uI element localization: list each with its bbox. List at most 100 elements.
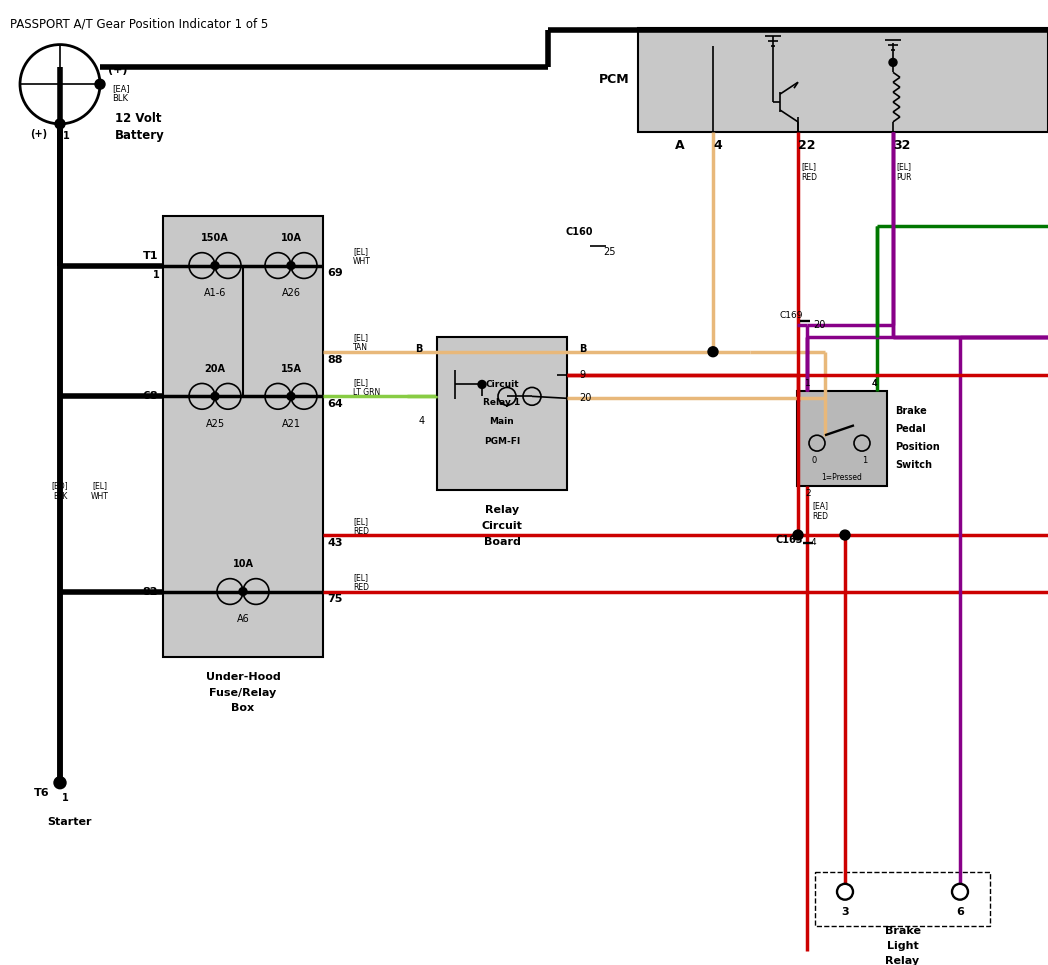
Text: PGM-FI: PGM-FI — [484, 437, 520, 446]
Text: [EL]: [EL] — [353, 378, 368, 387]
Text: 1: 1 — [863, 456, 868, 465]
Text: T6: T6 — [35, 787, 50, 798]
Circle shape — [478, 380, 486, 388]
Circle shape — [239, 588, 247, 595]
Text: 15A: 15A — [281, 364, 302, 373]
Circle shape — [889, 59, 897, 67]
Text: 88: 88 — [327, 355, 343, 365]
Text: 1: 1 — [62, 792, 69, 803]
Text: C163: C163 — [776, 535, 803, 545]
Text: Under-Hood: Under-Hood — [205, 672, 281, 681]
Text: BLK: BLK — [112, 94, 128, 102]
Text: 150A: 150A — [201, 233, 228, 243]
Text: 10A: 10A — [233, 559, 254, 568]
Text: B: B — [416, 344, 423, 354]
Circle shape — [287, 262, 294, 269]
Bar — [163, 216, 323, 657]
Text: A25: A25 — [205, 419, 224, 429]
Text: LT GRN: LT GRN — [353, 388, 380, 397]
Text: (+): (+) — [30, 128, 47, 139]
Text: BLK: BLK — [52, 492, 67, 501]
Text: Switch: Switch — [895, 459, 932, 470]
Circle shape — [211, 262, 219, 269]
Text: 75: 75 — [327, 594, 343, 604]
Text: 4: 4 — [419, 416, 425, 427]
Text: 20: 20 — [813, 320, 826, 330]
Text: A21: A21 — [282, 419, 301, 429]
Text: T1: T1 — [143, 251, 158, 261]
Text: C160: C160 — [566, 227, 593, 236]
Text: Brake: Brake — [885, 926, 920, 936]
Circle shape — [54, 777, 66, 788]
Text: Main: Main — [489, 417, 515, 426]
Text: A26: A26 — [282, 289, 301, 298]
Text: Board: Board — [483, 537, 521, 547]
Circle shape — [95, 79, 105, 89]
Text: 4: 4 — [811, 538, 816, 547]
Text: 2: 2 — [805, 489, 810, 498]
Text: 9: 9 — [578, 371, 585, 380]
Circle shape — [708, 346, 718, 357]
Text: RED: RED — [353, 583, 369, 593]
Text: 32: 32 — [893, 139, 911, 152]
Text: 25: 25 — [603, 247, 615, 257]
Text: Box: Box — [232, 703, 255, 713]
Text: Circuit: Circuit — [482, 521, 523, 531]
Text: Starter: Starter — [48, 817, 92, 827]
Text: Position: Position — [895, 442, 940, 452]
Text: [EL]: [EL] — [353, 573, 368, 582]
Text: 68: 68 — [143, 392, 158, 401]
Text: Light: Light — [887, 941, 918, 951]
Text: Relay: Relay — [886, 956, 919, 965]
Text: Battery: Battery — [115, 129, 165, 142]
Text: Brake: Brake — [895, 406, 926, 416]
Text: 43: 43 — [327, 538, 343, 548]
Text: [EL]: [EL] — [353, 333, 368, 343]
Text: RED: RED — [353, 527, 369, 536]
Circle shape — [840, 530, 850, 540]
Text: 6: 6 — [956, 906, 964, 917]
Text: B: B — [578, 344, 587, 354]
Text: A6: A6 — [237, 615, 249, 624]
Text: 22: 22 — [798, 139, 815, 152]
Text: [EL]: [EL] — [896, 162, 911, 171]
Text: 4: 4 — [872, 379, 877, 388]
Text: C169: C169 — [780, 311, 803, 319]
Text: [EO]: [EO] — [51, 481, 68, 490]
Text: 20: 20 — [578, 394, 591, 403]
Text: A: A — [675, 139, 684, 152]
Text: WHT: WHT — [91, 492, 109, 501]
Text: 4: 4 — [713, 139, 722, 152]
Text: 82: 82 — [143, 587, 158, 596]
Text: RED: RED — [812, 511, 828, 521]
Bar — [796, 392, 887, 485]
Text: 1: 1 — [153, 270, 160, 281]
Text: PASSPORT A/T Gear Position Indicator 1 of 5: PASSPORT A/T Gear Position Indicator 1 o… — [10, 17, 268, 31]
Text: [EL]: [EL] — [353, 516, 368, 526]
Text: [EA]: [EA] — [812, 501, 828, 510]
Text: Relay: Relay — [485, 506, 519, 515]
Text: [EL]: [EL] — [92, 481, 108, 490]
Bar — [815, 872, 990, 926]
Circle shape — [54, 119, 65, 128]
Bar — [638, 28, 1048, 132]
Text: A1-6: A1-6 — [203, 289, 226, 298]
Text: 20A: 20A — [204, 364, 225, 373]
Text: 1=Pressed: 1=Pressed — [822, 473, 863, 482]
Circle shape — [211, 393, 219, 400]
Circle shape — [287, 393, 294, 400]
Text: 3: 3 — [842, 906, 849, 917]
Text: WHT: WHT — [353, 257, 371, 266]
Text: [EL]: [EL] — [353, 247, 368, 256]
Bar — [437, 337, 567, 490]
Text: Relay 1: Relay 1 — [483, 399, 521, 407]
Text: Circuit: Circuit — [485, 380, 519, 389]
Text: 4: 4 — [872, 379, 877, 388]
Text: 0: 0 — [811, 456, 816, 465]
Text: 1: 1 — [63, 130, 70, 141]
Circle shape — [793, 530, 803, 540]
Text: 12 Volt: 12 Volt — [115, 112, 161, 125]
Text: [EA]: [EA] — [112, 84, 130, 93]
Text: Pedal: Pedal — [895, 424, 925, 434]
Text: TAN: TAN — [353, 344, 368, 352]
